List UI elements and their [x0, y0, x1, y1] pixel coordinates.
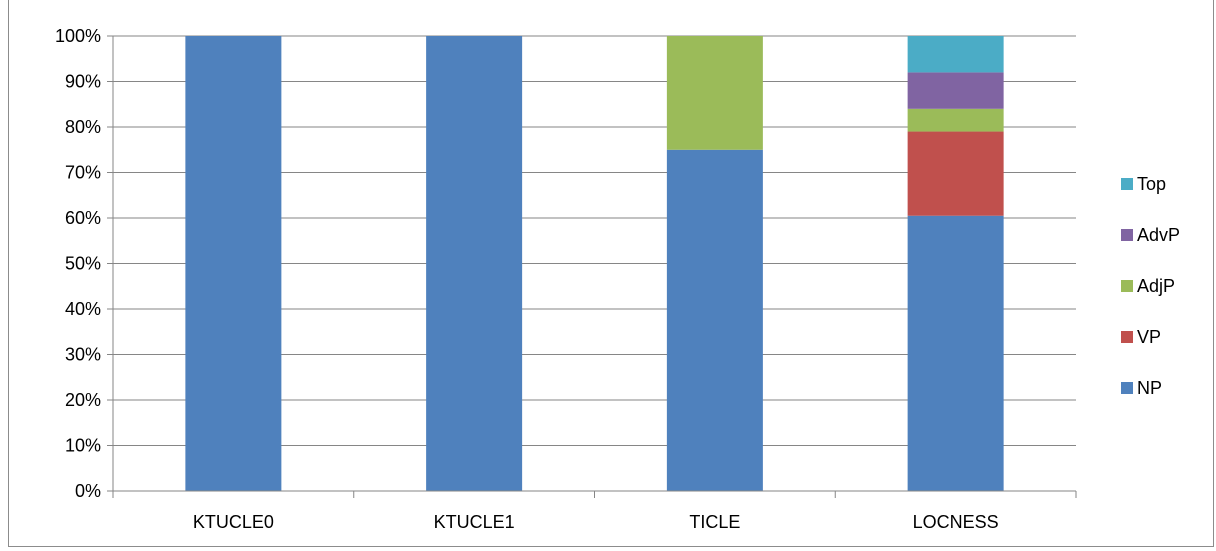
- bar-vp-locness: [907, 131, 1004, 216]
- legend-swatch-top: [1121, 178, 1133, 190]
- legend-swatch-np: [1121, 382, 1133, 394]
- legend-label-np: NP: [1137, 378, 1162, 398]
- legend-label-vp: VP: [1137, 327, 1161, 347]
- y-tick-label: 10%: [65, 436, 101, 456]
- x-tick-label: TICLE: [689, 512, 740, 532]
- y-tick-label: 50%: [65, 254, 101, 274]
- chart-frame: 0% 10% 20% 30% 40% 50% 60% 70% 80% 90% 100% KTUCLE…: [8, 0, 1214, 547]
- x-tick-label: KTUCLE1: [434, 512, 515, 532]
- legend-swatch-adjp: [1121, 280, 1133, 292]
- bar-top-locness: [907, 36, 1004, 73]
- stacked-bar-chart: 0% 10% 20% 30% 40% 50% 60% 70% 80% 90% 100% KTUCLE…: [55, 26, 1180, 532]
- y-tick-label: 90%: [65, 72, 101, 92]
- bar-np-ktucle1: [426, 36, 523, 491]
- legend-label-top: Top: [1137, 174, 1166, 194]
- y-tick-label: 60%: [65, 208, 101, 228]
- y-tick-label: 40%: [65, 299, 101, 319]
- bar-np-locness: [907, 215, 1004, 491]
- x-tick-label: KTUCLE0: [193, 512, 274, 532]
- legend: Top AdvP AdjP VP NP: [1121, 174, 1180, 398]
- y-tick-label: 0%: [75, 481, 101, 501]
- y-tick-label: 20%: [65, 390, 101, 410]
- bar-advp-locness: [907, 72, 1004, 109]
- legend-label-advp: AdvP: [1137, 225, 1180, 245]
- bar-adjp-ticle: [666, 36, 763, 150]
- bars: [185, 36, 1004, 491]
- x-tick-labels: KTUCLE0 KTUCLE1 TICLE LOCNESS: [193, 512, 999, 532]
- axes: [107, 35, 1077, 498]
- legend-swatch-vp: [1121, 331, 1133, 343]
- bar-adjp-locness: [907, 108, 1004, 132]
- y-tick-labels: 0% 10% 20% 30% 40% 50% 60% 70% 80% 90% 100%: [55, 26, 101, 501]
- bar-np-ticle: [666, 149, 763, 491]
- y-tick-label: 70%: [65, 163, 101, 183]
- legend-swatch-advp: [1121, 229, 1133, 241]
- y-tick-label: 80%: [65, 117, 101, 137]
- legend-label-adjp: AdjP: [1137, 276, 1175, 296]
- y-tick-label: 30%: [65, 345, 101, 365]
- bar-np-ktucle0: [185, 36, 282, 491]
- y-tick-label: 100%: [55, 26, 101, 46]
- x-tick-label: LOCNESS: [913, 512, 999, 532]
